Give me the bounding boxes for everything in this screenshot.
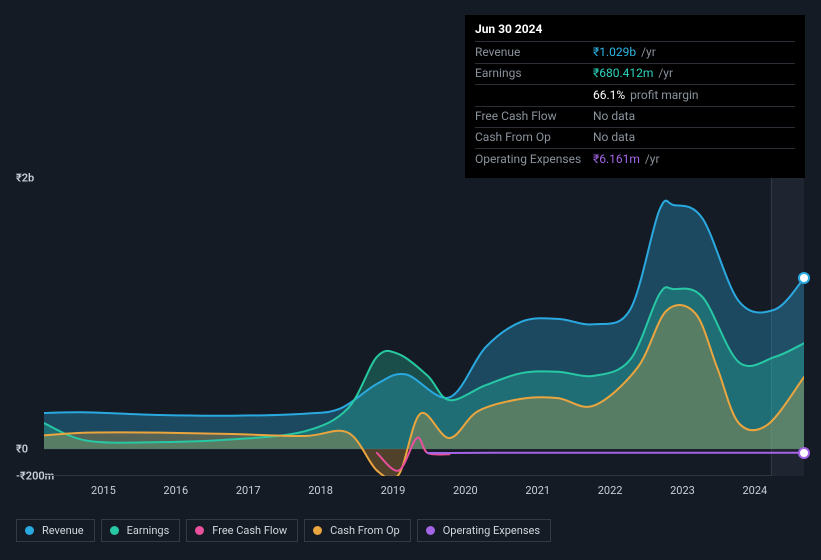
legend-item[interactable]: Earnings [101, 519, 181, 542]
x-axis-tick: 2019 [381, 484, 406, 497]
x-axis-tick: 2022 [598, 484, 623, 497]
legend-label: Revenue [42, 524, 84, 537]
legend-swatch [110, 526, 119, 535]
tooltip-row: Cash From OpNo data [475, 127, 795, 148]
legend-label: Earnings [127, 524, 170, 537]
tooltip-row: 66.1% profit margin [475, 84, 795, 105]
legend-swatch [25, 526, 34, 535]
legend-label: Operating Expenses [443, 524, 540, 537]
x-axis-tick: 2021 [525, 484, 550, 497]
tooltip-row-value: ₹680.412m /yr [593, 65, 673, 82]
tooltip-row-value: No data [593, 129, 635, 146]
legend-item[interactable]: Cash From Op [304, 519, 411, 542]
y-axis-tick: ₹0 [16, 442, 28, 455]
tooltip-row-label: Cash From Op [475, 129, 593, 146]
tooltip-row-value: No data [593, 108, 635, 125]
x-axis-tick: 2018 [308, 484, 333, 497]
legend-swatch [313, 526, 322, 535]
x-axis-tick: 2024 [742, 484, 767, 497]
legend-label: Free Cash Flow [212, 524, 287, 537]
legend-label: Cash From Op [330, 524, 400, 537]
x-axis-tick: 2023 [670, 484, 695, 497]
tooltip-row: Revenue₹1.029b /yr [475, 41, 795, 62]
x-axis-tick: 2020 [453, 484, 478, 497]
chart-legend: Revenue Earnings Free Cash Flow Cash From O… [16, 519, 551, 542]
tooltip-row-label: Free Cash Flow [475, 108, 593, 125]
x-axis-tick: 2017 [236, 484, 261, 497]
tooltip-row-value: 66.1% profit margin [593, 87, 699, 104]
y-axis-tick: ₹2b [16, 172, 34, 185]
data-tooltip: Jun 30 2024 Revenue₹1.029b /yrEarnings₹6… [465, 15, 805, 178]
chart-plot-area[interactable] [44, 178, 804, 476]
legend-item[interactable]: Operating Expenses [417, 519, 551, 542]
legend-swatch [195, 526, 204, 535]
financials-chart: ₹2b₹0-₹200m 2015201620172018201920202021… [16, 158, 804, 478]
tooltip-row-label: Revenue [475, 44, 593, 61]
tooltip-row-label: Earnings [475, 65, 593, 82]
x-axis-tick: 2016 [163, 484, 188, 497]
x-axis-tick: 2015 [91, 484, 116, 497]
tooltip-row: Earnings₹680.412m /yr [475, 63, 795, 84]
tooltip-date: Jun 30 2024 [475, 21, 795, 41]
tooltip-row: Free Cash FlowNo data [475, 106, 795, 127]
tooltip-row-label [475, 87, 593, 104]
legend-swatch [426, 526, 435, 535]
legend-item[interactable]: Free Cash Flow [186, 519, 298, 542]
series-end-marker [800, 449, 808, 457]
legend-item[interactable]: Revenue [16, 519, 95, 542]
series-end-marker [800, 274, 808, 282]
tooltip-row-value: ₹1.029b /yr [593, 44, 656, 61]
